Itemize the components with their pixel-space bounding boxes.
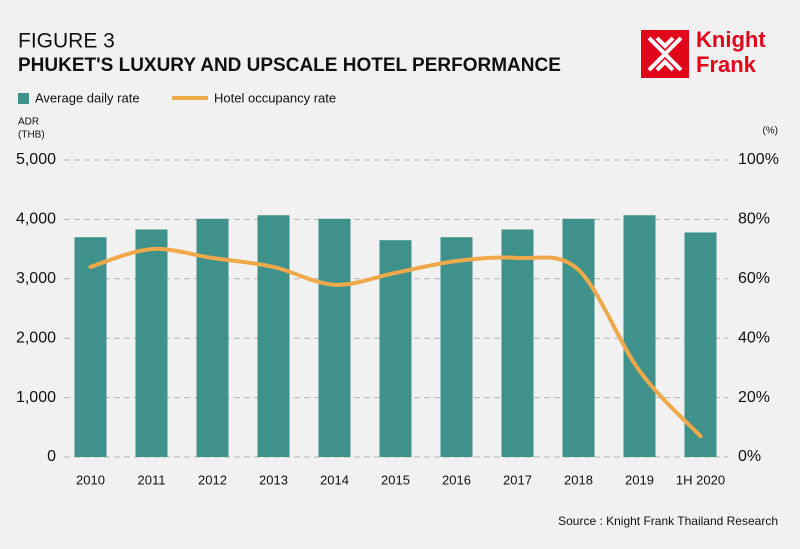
x-tick-label: 2015 — [381, 472, 410, 487]
y2-tick-label: 60% — [738, 270, 770, 287]
chart-title: FIGURE 3 — [18, 30, 115, 53]
y2-tick-label: 40% — [738, 329, 770, 346]
bar — [501, 229, 534, 457]
legend-swatch — [18, 93, 29, 104]
y-tick-label: 5,000 — [16, 151, 56, 168]
y-axis-label: ADR — [18, 117, 39, 128]
x-tick-label: 2019 — [625, 472, 654, 487]
logo-text: Knight — [696, 27, 766, 52]
logo: Knight Frank — [641, 27, 766, 78]
x-tick-label: 2012 — [198, 472, 227, 487]
x-tick-label: 2017 — [503, 472, 532, 487]
x-tick-label: 2011 — [138, 472, 166, 487]
source: Source : Knight Frank Thailand Research — [558, 514, 778, 528]
legend-label: Hotel occupancy rate — [214, 90, 336, 105]
logo-pattern — [647, 36, 683, 72]
x-tick-label: 2010 — [76, 472, 105, 487]
y2-tick-label: 0% — [738, 448, 761, 465]
y2-tick-label: 20% — [738, 389, 770, 406]
y-tick-label: 1,000 — [16, 389, 56, 406]
bar — [318, 218, 351, 457]
bar — [684, 232, 717, 457]
chart-subtitle: PHUKET'S LUXURY AND UPSCALE HOTEL PERFOR… — [18, 55, 561, 76]
y-tick-label: 4,000 — [16, 211, 56, 228]
bar — [562, 218, 595, 457]
bar — [257, 215, 290, 457]
y-tick-label: 2,000 — [16, 329, 56, 346]
bar — [135, 229, 168, 457]
x-tick-label: 2016 — [442, 472, 471, 487]
x-tick-label: 2018 — [564, 472, 593, 487]
y2-tick-label: 80% — [738, 211, 770, 228]
y-axis-label: (THB) — [18, 130, 45, 141]
y2-axis-label: (%) — [762, 126, 778, 137]
legend-label: Average daily rate — [35, 90, 140, 105]
y-tick-label: 3,000 — [16, 270, 56, 287]
y-tick-label: 0 — [47, 448, 56, 465]
logo-text: Frank — [696, 52, 757, 77]
y2-tick-label: 100% — [738, 151, 779, 168]
x-tick-label: 2013 — [259, 472, 288, 487]
x-tick-label: 2014 — [320, 472, 349, 487]
bar — [440, 237, 473, 457]
line — [88, 246, 703, 439]
bar — [623, 215, 656, 457]
x-tick-label: 1H 2020 — [676, 472, 725, 487]
bar — [74, 237, 107, 457]
